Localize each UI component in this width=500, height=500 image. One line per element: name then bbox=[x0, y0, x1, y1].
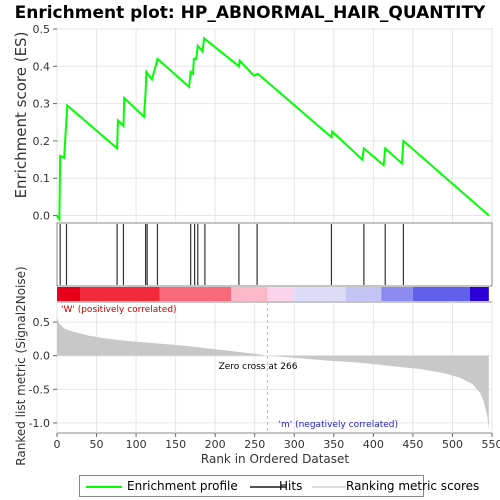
es-y-tick-label: 0.2 bbox=[33, 135, 51, 148]
x-tick-label: 500 bbox=[442, 438, 463, 451]
legend: Enrichment profile Hits Ranking metric s… bbox=[79, 475, 479, 497]
heatbar-segment bbox=[469, 287, 489, 301]
es-grid bbox=[56, 28, 493, 223]
zero-cross-label: Zero cross at 266 bbox=[219, 362, 298, 372]
heatbar-segment bbox=[381, 287, 413, 301]
es-y-tick-label: 0.4 bbox=[33, 60, 51, 73]
metric-y-tick-label: 0.0 bbox=[33, 350, 51, 363]
es-plot-area bbox=[56, 28, 493, 224]
x-tick-label: 400 bbox=[363, 438, 384, 451]
es-y-ticks: 0.0 0.1 0.2 0.3 0.4 0.5 bbox=[33, 23, 57, 223]
heatbar-segment bbox=[267, 287, 295, 301]
es-y-tick-label: 0.0 bbox=[33, 210, 51, 223]
es-panel: 0.0 0.1 0.2 0.3 0.4 0.5 Enrichment score (ES) bbox=[12, 23, 493, 224]
heatbar-segment bbox=[80, 287, 160, 301]
positive-correlation-label: 'W' (positively correlated) bbox=[61, 305, 177, 315]
es-y-tick-label: 0.5 bbox=[33, 23, 51, 36]
hit-marks bbox=[59, 224, 405, 285]
legend-swatch-enrichment bbox=[86, 486, 122, 488]
es-y-tick-label: 0.3 bbox=[33, 98, 51, 111]
x-ticks: 0 50 100 150 200 250 300 350 400 450 500 550 bbox=[54, 433, 500, 451]
legend-item-enrichment: Enrichment profile bbox=[127, 479, 238, 493]
legend-swatch-ranking bbox=[312, 486, 346, 488]
legend-item-ranking: Ranking metric scores bbox=[346, 479, 480, 493]
x-tick-label: 100 bbox=[126, 438, 147, 451]
metric-y-tick-label: 0.5 bbox=[33, 316, 51, 329]
metric-y-tick-label: -1.0 bbox=[29, 417, 50, 430]
x-tick-label: 350 bbox=[323, 438, 344, 451]
enrichment-profile-line bbox=[56, 36, 490, 223]
x-tick-label: 250 bbox=[244, 438, 265, 451]
x-tick-label: 450 bbox=[402, 438, 423, 451]
hits-panel bbox=[56, 222, 493, 287]
x-tick-label: 50 bbox=[90, 438, 104, 451]
metric-plot-area bbox=[56, 301, 493, 434]
chart-title: Enrichment plot: HP_ABNORMAL_HAIR_QUANTI… bbox=[15, 3, 486, 23]
es-y-axis-label: Enrichment score (ES) bbox=[12, 32, 30, 199]
negative-correlation-label: 'm' (negatively correlated) bbox=[279, 420, 398, 430]
x-tick-label: 300 bbox=[284, 438, 305, 451]
ranking-metric-area bbox=[57, 316, 489, 430]
x-axis-label: Rank in Ordered Dataset bbox=[201, 452, 349, 466]
hits-area bbox=[56, 222, 493, 287]
x-tick-label: 550 bbox=[482, 438, 500, 451]
metric-panel: 0.5 0.0 -0.5 -1.0 'W' (positively correlate… bbox=[14, 266, 493, 466]
es-y-tick-label: 0.1 bbox=[33, 172, 51, 185]
metric-y-tick-label: -0.5 bbox=[29, 383, 50, 396]
heatbar-segment bbox=[159, 287, 231, 301]
heatbar-segment bbox=[345, 287, 382, 301]
heatbar-segment bbox=[294, 287, 346, 301]
x-tick-label: 200 bbox=[205, 438, 226, 451]
legend-swatch-hits bbox=[250, 486, 286, 488]
heatbar-segment bbox=[57, 287, 81, 301]
legend-item-hits: Hits bbox=[279, 479, 303, 493]
metric-y-axis-label: Ranked list metric (Signal2Noise) bbox=[14, 266, 28, 465]
heatbar-segment bbox=[231, 287, 268, 301]
metric-y-ticks: 0.5 0.0 -0.5 -1.0 bbox=[29, 316, 57, 430]
heatbar-segment bbox=[412, 287, 470, 301]
ranking-heatbar bbox=[57, 287, 489, 301]
x-tick-label: 150 bbox=[165, 438, 186, 451]
x-tick-label: 0 bbox=[54, 438, 61, 451]
